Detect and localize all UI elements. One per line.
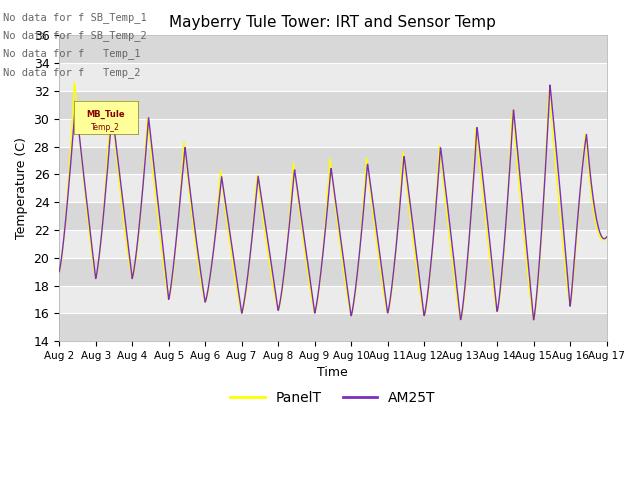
Bar <box>59 202 607 230</box>
Bar <box>59 63 607 91</box>
Bar <box>59 91 607 119</box>
Bar <box>59 174 607 202</box>
Bar <box>59 258 607 286</box>
Text: No data for f   Temp_1: No data for f Temp_1 <box>3 48 141 60</box>
Text: Temp_2: Temp_2 <box>91 123 120 132</box>
X-axis label: Time: Time <box>317 366 348 379</box>
Text: No data for f SB_Temp_2: No data for f SB_Temp_2 <box>3 30 147 41</box>
Text: MB_Tule: MB_Tule <box>86 109 125 119</box>
Bar <box>59 146 607 174</box>
Bar <box>59 230 607 258</box>
Title: Mayberry Tule Tower: IRT and Sensor Temp: Mayberry Tule Tower: IRT and Sensor Temp <box>170 15 496 30</box>
Bar <box>59 36 607 63</box>
Text: No data for f   Temp_2: No data for f Temp_2 <box>3 67 141 78</box>
Legend: PanelT, AM25T: PanelT, AM25T <box>224 385 442 411</box>
Bar <box>59 119 607 146</box>
Y-axis label: Temperature (C): Temperature (C) <box>15 137 28 239</box>
Bar <box>59 313 607 341</box>
Text: No data for f SB_Temp_1: No data for f SB_Temp_1 <box>3 12 147 23</box>
Bar <box>59 286 607 313</box>
